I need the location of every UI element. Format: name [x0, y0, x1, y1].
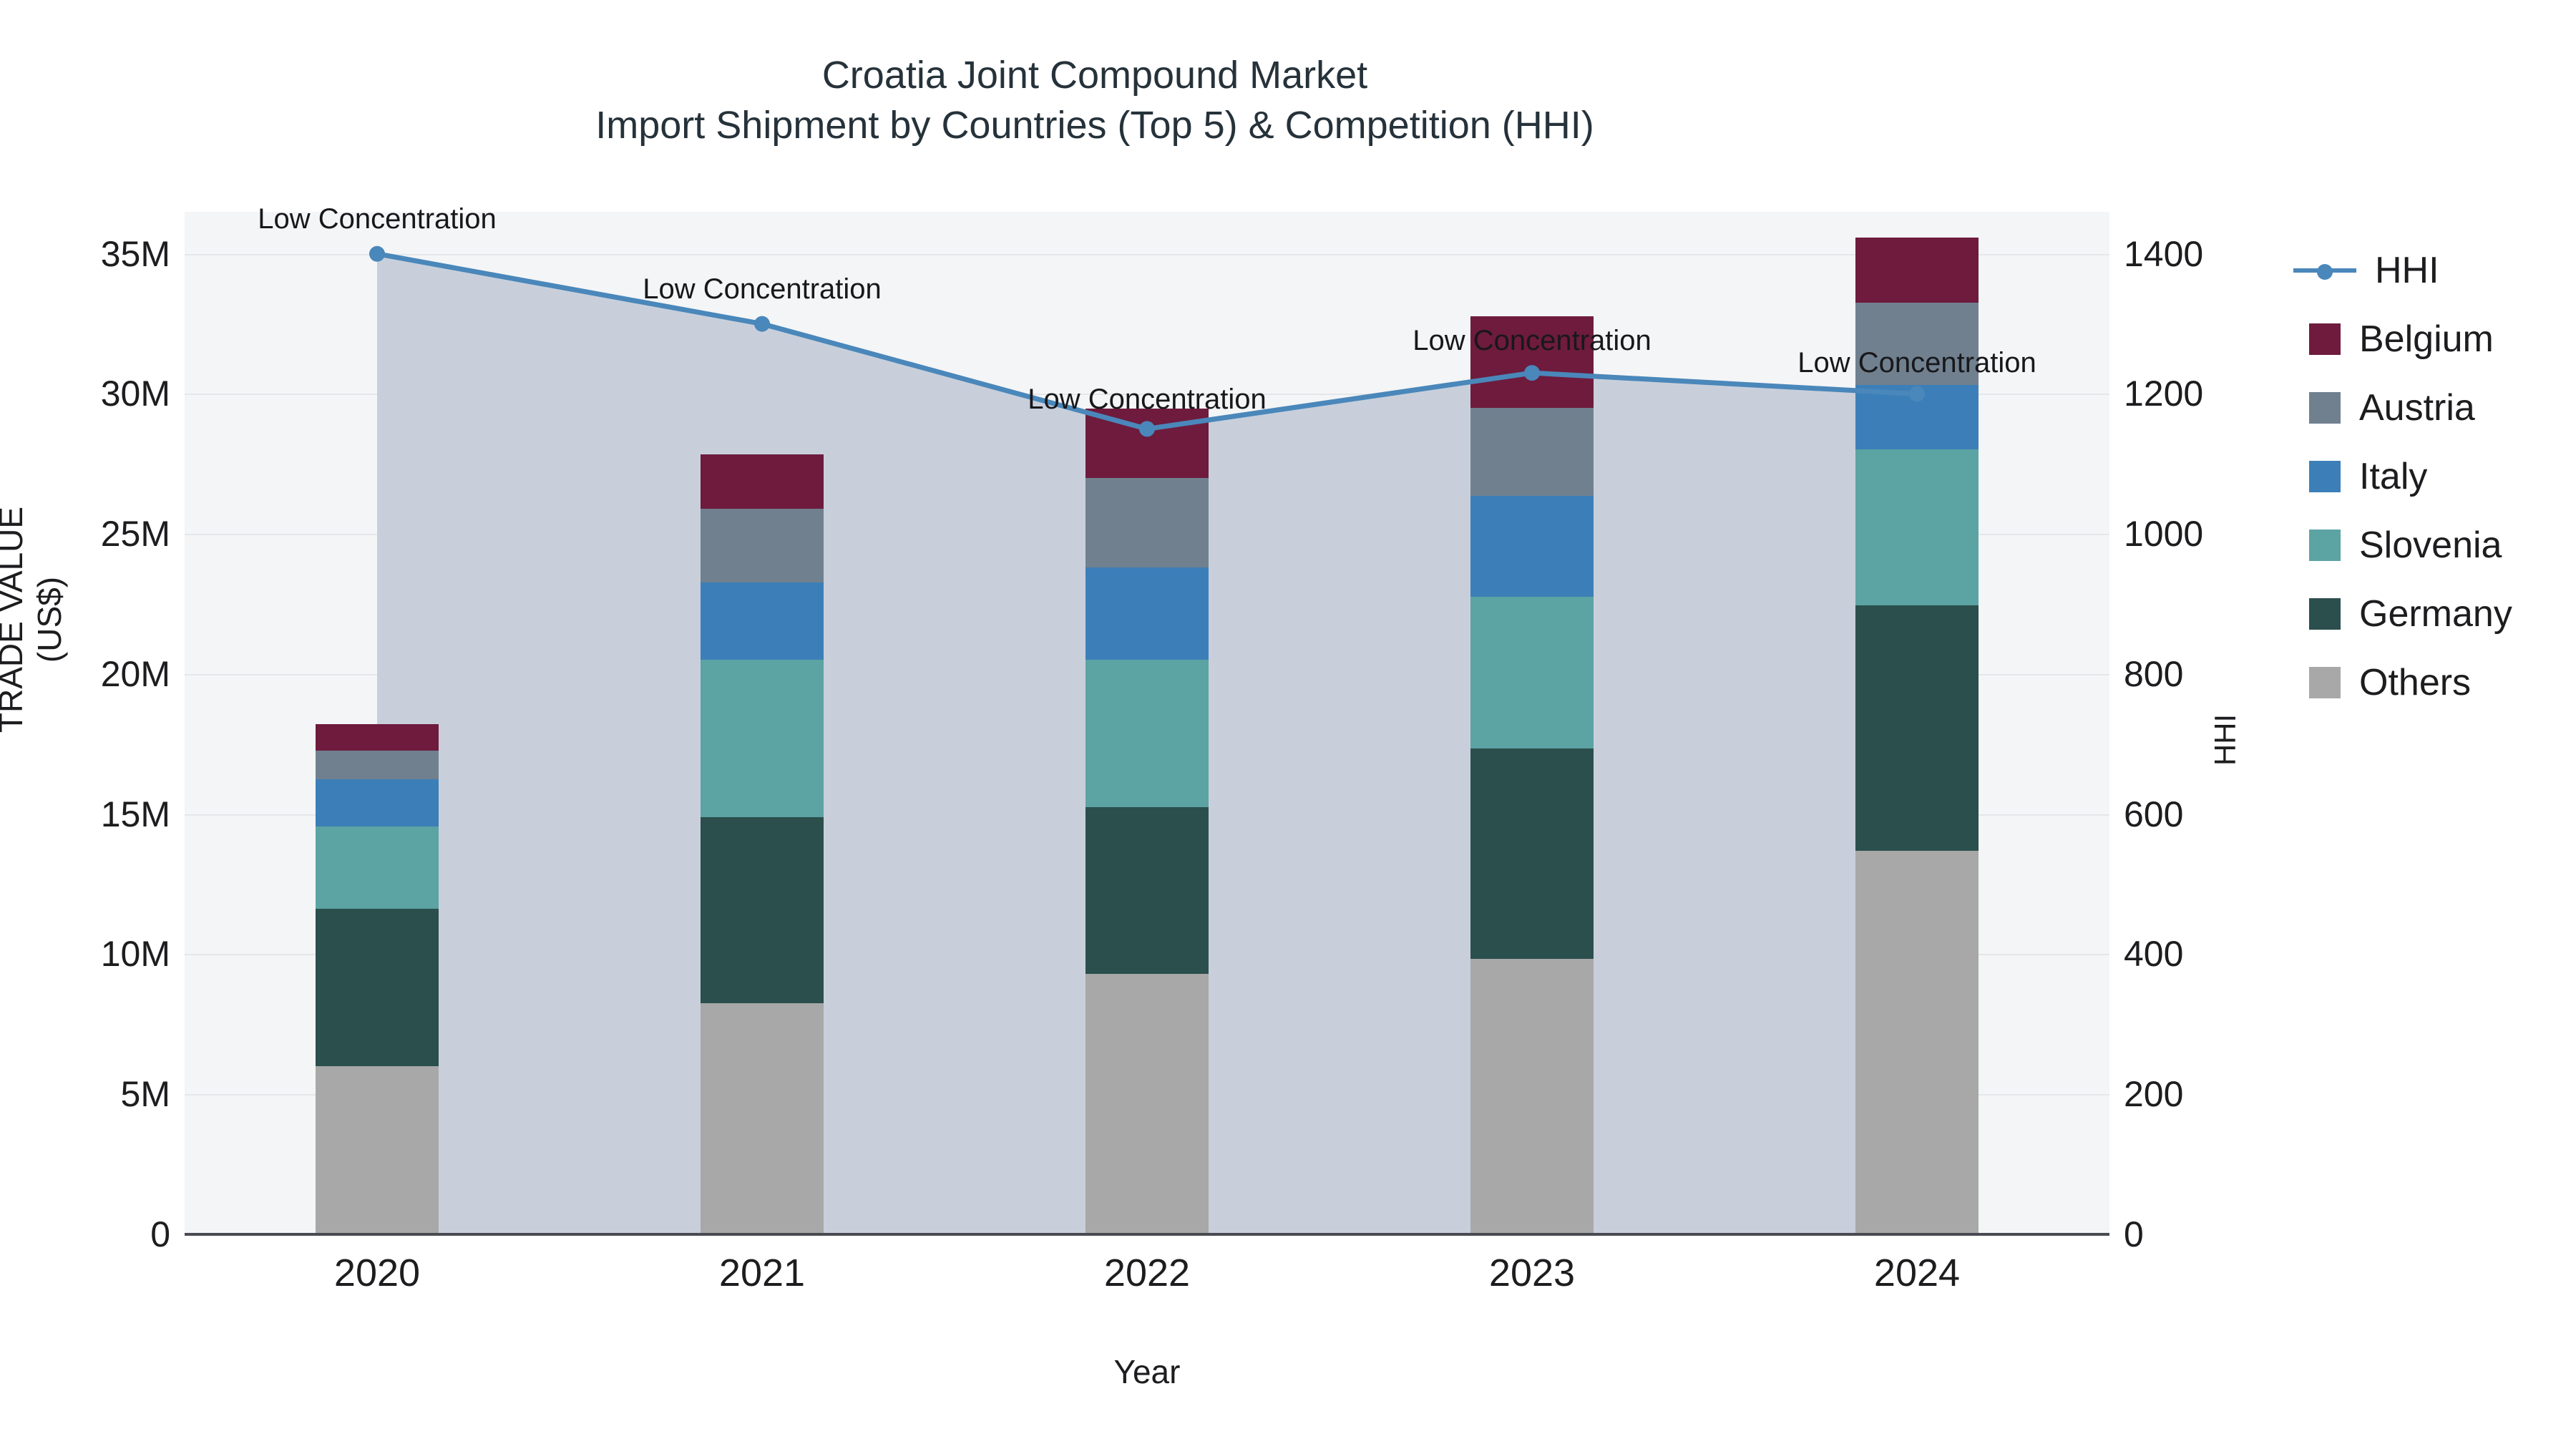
y-axis-right-ticks: 0 200 400 600 800 1000 1200 1400	[2124, 233, 2204, 1254]
legend-swatch-icon	[2309, 392, 2341, 424]
hhi-marker[interactable]	[1524, 365, 1540, 381]
hhi-line-layer	[369, 245, 1925, 437]
bar-segment-belgium[interactable]	[1470, 316, 1594, 409]
y-axis-left-tick-label: 5M	[120, 1074, 170, 1115]
bar-segment-slovenia[interactable]	[701, 659, 824, 817]
bar-segment-austria[interactable]	[316, 750, 439, 780]
x-axis-tick-label: 2024	[1873, 1252, 1961, 1294]
bar-segment-austria[interactable]	[1470, 408, 1594, 497]
y-axis-left-tick-label: 15M	[100, 794, 170, 834]
legend-line-marker-icon	[2293, 255, 2356, 286]
x-axis-tick-label: 2023	[1488, 1252, 1576, 1294]
bar-segment-others[interactable]	[1470, 959, 1594, 1234]
legend-swatch-icon	[2309, 667, 2341, 698]
bar-segment-italy[interactable]	[316, 779, 439, 826]
chart-legend: HHI Belgium Austria Italy Slovenia Germany Oth…	[2293, 236, 2576, 717]
y-axis-left-tick-label: 20M	[100, 653, 170, 694]
bar-group[interactable]	[701, 212, 824, 1234]
plot-area	[185, 212, 2109, 1234]
bar-segment-germany[interactable]	[1085, 807, 1209, 974]
y-axis-left-tick-label: 0	[150, 1214, 170, 1254]
bar-segment-others[interactable]	[1855, 850, 1979, 1234]
y-axis-left-tick-label: 10M	[100, 934, 170, 975]
legend-label: Slovenia	[2359, 525, 2502, 566]
annotation-low-concentration: Low Concentration	[1797, 347, 2036, 379]
x-axis-label: Year	[1113, 1353, 1181, 1390]
legend-item-austria[interactable]: Austria	[2293, 374, 2576, 442]
annotation-low-concentration: Low Concentration	[1413, 325, 1652, 357]
x-axis-ticks: 2020 2021 2022 2023 2024	[185, 1251, 2109, 1308]
chart-title: Croatia Joint Compound Market Import Shi…	[595, 54, 1594, 147]
y-axis-left-ticks: 0 5M 10M 15M 20M 25M 30M 35M	[0, 0, 170, 1449]
y-axis-left-tick-label: 30M	[100, 374, 170, 414]
y-axis-left-tick-label: 35M	[100, 233, 170, 274]
bar-segment-slovenia[interactable]	[1470, 597, 1594, 749]
x-axis-tick-label: 2020	[333, 1252, 421, 1294]
legend-swatch-icon	[2309, 598, 2341, 630]
y-axis-left-tick-label: 25M	[100, 514, 170, 555]
bar-segment-italy[interactable]	[1470, 496, 1594, 597]
legend-item-germany[interactable]: Germany	[2293, 580, 2576, 648]
annotation-low-concentration: Low Concentration	[1028, 384, 1267, 416]
bar-segment-germany[interactable]	[701, 816, 824, 1004]
hhi-marker[interactable]	[1909, 386, 1925, 402]
gridline-right	[185, 394, 2109, 396]
legend-label: Italy	[2359, 456, 2428, 497]
bar-group[interactable]	[1085, 212, 1209, 1234]
legend-item-others[interactable]: Others	[2293, 648, 2576, 717]
hhi-marker[interactable]	[1139, 421, 1155, 437]
bar-segment-austria[interactable]	[1085, 477, 1209, 568]
plot-inner	[185, 212, 2109, 1234]
legend-item-slovenia[interactable]: Slovenia	[2293, 511, 2576, 580]
bar-segment-germany[interactable]	[1470, 748, 1594, 960]
gridline-right	[185, 253, 2109, 255]
bar-segment-belgium[interactable]	[701, 454, 824, 509]
x-axis-tick-label: 2022	[1103, 1252, 1191, 1294]
legend-label: Belgium	[2359, 318, 2494, 360]
bar-segment-austria[interactable]	[1855, 303, 1979, 386]
annotation-low-concentration: Low Concentration	[258, 203, 497, 235]
legend-label: HHI	[2375, 250, 2439, 291]
bar-segment-belgium[interactable]	[1855, 237, 1979, 303]
bar-segment-others[interactable]	[316, 1066, 439, 1234]
legend-item-italy[interactable]: Italy	[2293, 442, 2576, 511]
bar-segment-belgium[interactable]	[316, 723, 439, 751]
bar-segment-slovenia[interactable]	[316, 826, 439, 909]
bar-segment-italy[interactable]	[1085, 567, 1209, 660]
bar-segment-slovenia[interactable]	[1855, 449, 1979, 606]
hhi-marker[interactable]	[369, 245, 385, 262]
legend-label: Austria	[2359, 387, 2475, 429]
legend-label: Germany	[2359, 593, 2512, 635]
bar-segment-others[interactable]	[701, 1003, 824, 1234]
legend-swatch-icon	[2309, 461, 2341, 492]
bar-segment-slovenia[interactable]	[1085, 659, 1209, 808]
bar-group[interactable]	[316, 212, 439, 1234]
bar-group[interactable]	[1470, 212, 1594, 1234]
x-axis-baseline	[185, 1233, 2109, 1236]
x-axis-tick-label: 2021	[718, 1252, 806, 1294]
hhi-marker[interactable]	[754, 316, 770, 332]
bar-segment-germany[interactable]	[1855, 605, 1979, 851]
bar-segment-germany[interactable]	[316, 909, 439, 1067]
y-axis-left-label: TRADE VALUE (US$)	[0, 506, 68, 733]
bar-segment-others[interactable]	[1085, 973, 1209, 1234]
bar-segment-italy[interactable]	[701, 582, 824, 660]
legend-swatch-icon	[2309, 323, 2341, 355]
legend-swatch-icon	[2309, 530, 2341, 561]
bar-segment-austria[interactable]	[701, 508, 824, 582]
annotation-low-concentration: Low Concentration	[643, 273, 882, 305]
legend-item-hhi[interactable]: HHI	[2293, 236, 2576, 305]
legend-label: Others	[2359, 662, 2472, 703]
y-axis-right-label: HHI	[2208, 713, 2242, 766]
bar-group[interactable]	[1855, 212, 1979, 1234]
legend-item-belgium[interactable]: Belgium	[2293, 305, 2576, 374]
